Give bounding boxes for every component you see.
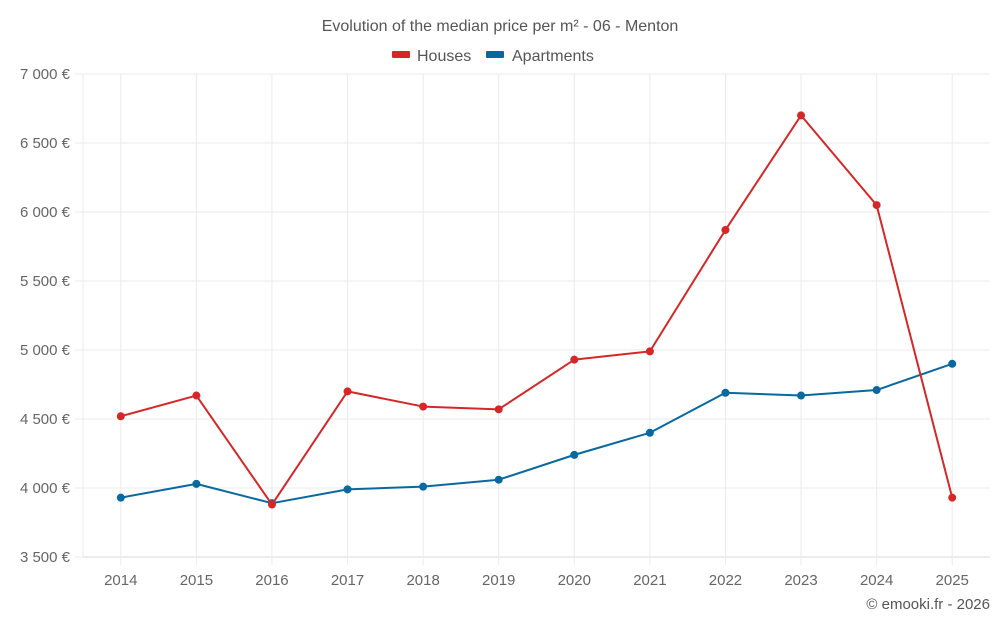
y-tick-label: 4 500 € [20,411,71,428]
data-point-houses[interactable] [116,412,125,421]
credit-text: © emooki.fr - 2026 [866,596,990,613]
y-tick-label: 4 000 € [20,480,71,497]
x-tick-label: 2014 [104,572,137,589]
x-tick-label: 2018 [406,572,439,589]
y-tick-label: 6 500 € [20,135,71,152]
data-point-houses[interactable] [721,225,730,234]
x-tick-label: 2017 [331,572,364,589]
x-axis: 2014 2015 2016 2017 2018 2019 2020 2021 2022 2023… [104,572,969,589]
data-point-apartments[interactable] [570,450,579,459]
data-point-houses[interactable] [797,111,806,120]
legend-swatch-houses[interactable] [392,51,410,58]
y-tick-label: 7 000 € [20,66,71,83]
x-tick-label: 2024 [860,572,893,589]
x-tick-label: 2019 [482,572,515,589]
x-tick-label: 2020 [558,572,591,589]
data-point-apartments[interactable] [419,482,428,491]
data-point-apartments[interactable] [948,359,957,368]
data-point-houses[interactable] [645,347,654,356]
data-point-houses[interactable] [948,493,957,502]
series-line-houses [120,114,954,506]
y-tick-label: 5 500 € [20,273,71,290]
data-point-apartments[interactable] [872,386,881,395]
data-point-apartments[interactable] [494,475,503,484]
data-point-houses[interactable] [872,201,881,210]
legend: Houses Apartments [392,48,594,65]
series-line-apartments [120,362,953,505]
series-houses [116,111,957,509]
data-point-houses[interactable] [267,500,276,509]
x-tick-label: 2022 [709,572,742,589]
y-tick-label: 5 000 € [20,342,71,359]
y-tick-label: 6 000 € [20,204,71,221]
legend-label-houses[interactable]: Houses [417,48,471,65]
data-point-houses[interactable] [192,391,201,400]
data-point-apartments[interactable] [721,388,730,397]
x-tick-label: 2021 [633,572,666,589]
y-axis: 3 500 € 4 000 € 4 500 € 5 000 € 5 500 € 6 000… [20,66,83,566]
x-tick-label: 2023 [784,572,817,589]
legend-swatch-apartments[interactable] [486,51,504,58]
data-point-apartments[interactable] [116,493,125,502]
x-tick-label: 2025 [936,572,969,589]
x-tick-label: 2015 [180,572,213,589]
series-layer [116,111,957,509]
data-point-houses[interactable] [494,405,503,414]
y-tick-label: 3 500 € [20,549,71,566]
data-point-apartments[interactable] [797,391,806,400]
data-point-houses[interactable] [419,402,428,411]
data-point-apartments[interactable] [343,485,352,494]
data-point-apartments[interactable] [192,479,201,488]
data-point-houses[interactable] [343,387,352,396]
legend-label-apartments[interactable]: Apartments [512,48,594,65]
grid [82,73,990,565]
data-point-houses[interactable] [570,355,579,364]
chart-title: Evolution of the median price per m² - 0… [322,18,679,35]
data-point-apartments[interactable] [645,428,654,437]
series-apartments [116,359,957,508]
x-tick-label: 2016 [255,572,288,589]
